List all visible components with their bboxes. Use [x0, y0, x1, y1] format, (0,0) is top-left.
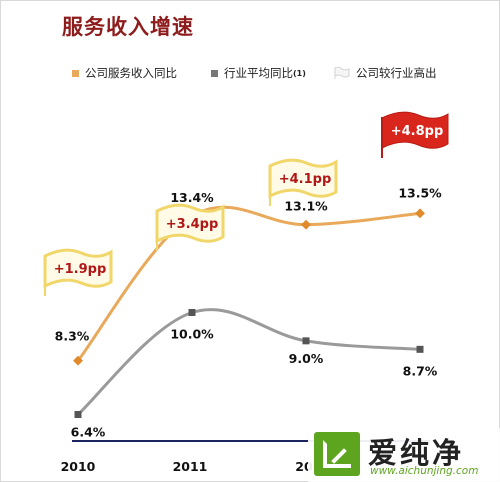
legend-label-company: 公司服务收入同比: [85, 66, 177, 80]
data-label-industry-2010: 6.4%: [71, 425, 106, 440]
point-industry-2011: [188, 309, 196, 316]
data-label-company-2013: 13.5%: [398, 185, 442, 200]
legend-label-flag: 公司较行业高出: [356, 66, 437, 80]
data-label-industry-2012: 9.0%: [289, 351, 324, 366]
legend-industry: 行业平均同比 (1): [211, 65, 306, 81]
diff-flag-2012: [268, 158, 338, 199]
point-industry-2013: [416, 345, 424, 353]
diff-flag-2011: [155, 203, 225, 244]
diff-flag-2013: [381, 111, 449, 149]
watermark-name: 爱纯净: [368, 436, 465, 470]
legend-company: 公司服务收入同比: [72, 65, 177, 81]
data-label-industry-2013: 8.7%: [403, 363, 438, 378]
chart-title: 服务收入增速: [62, 15, 194, 39]
legend-swatch-industry: [211, 69, 218, 77]
legend-label-industry: 行业平均同比: [224, 66, 293, 80]
legend-footnote: (1): [293, 68, 306, 78]
legend-swatch-company: [72, 69, 79, 77]
watermark-logo-icon: [314, 432, 360, 476]
series-line-industry: [76, 308, 421, 416]
diff-label-2011: +3.4pp: [166, 217, 219, 232]
flag-icon: [334, 66, 350, 79]
point-company-2012: [301, 219, 311, 230]
watermark-url: www.aichunjing.com: [370, 465, 479, 477]
point-company-2013: [415, 208, 425, 219]
diff-label-2013: +4.8pp: [391, 124, 444, 139]
data-label-company-2011: 13.4%: [170, 190, 214, 205]
point-industry-2010: [74, 411, 82, 418]
x-tick-label-0: 2010: [61, 459, 96, 474]
data-label-company-2012: 13.1%: [284, 199, 328, 214]
legend-flag: 公司较行业高出: [334, 65, 437, 81]
data-label-company-2010: 8.3%: [55, 329, 90, 344]
watermark: 爱纯净 www.aichunjing.com: [308, 428, 500, 482]
diff-label-2012: +4.1pp: [279, 172, 332, 187]
diff-label-2010: +1.9pp: [54, 262, 107, 277]
diff-flag-2010: [43, 248, 113, 289]
x-tick-label-1: 2011: [173, 459, 208, 474]
data-label-industry-2011: 10.0%: [170, 327, 214, 342]
point-industry-2012: [302, 337, 310, 345]
series-line-company: [76, 205, 421, 362]
